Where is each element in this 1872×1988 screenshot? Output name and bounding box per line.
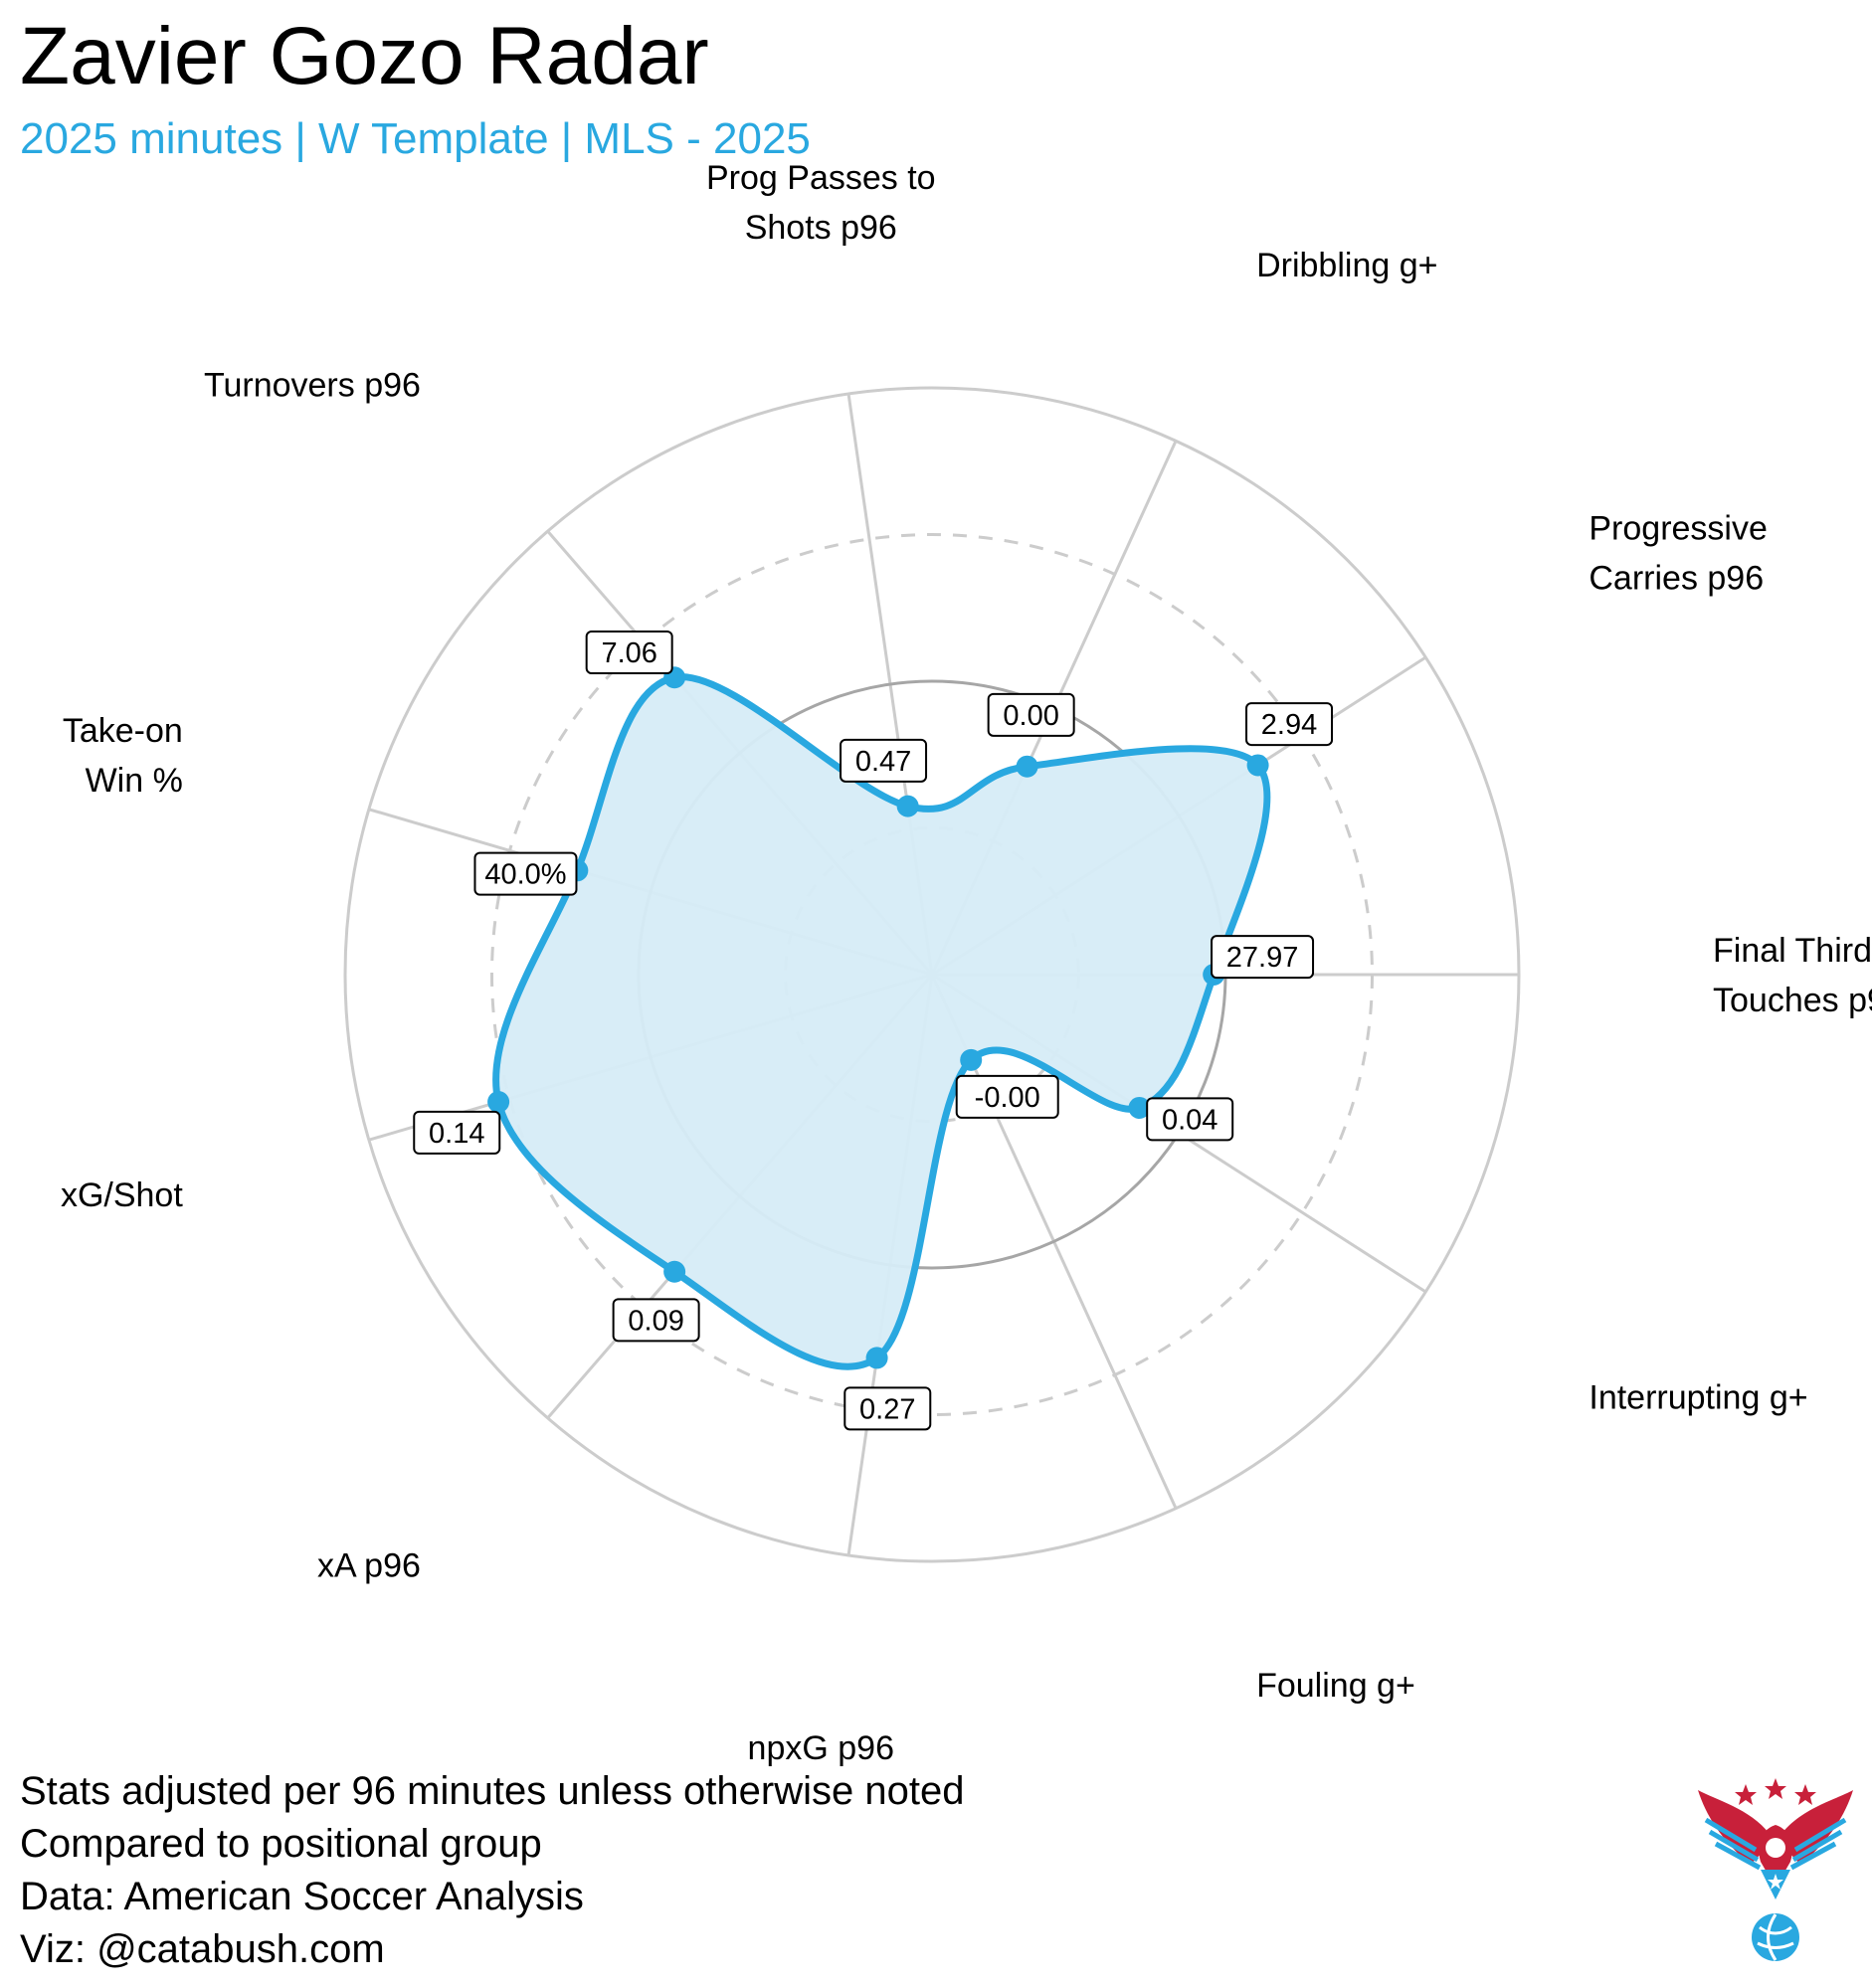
axis-label-line: Shots p96 [745, 209, 897, 247]
value-label-text: 2.94 [1261, 709, 1317, 741]
chart-subtitle: 2025 minutes | W Template | MLS - 2025 [20, 114, 811, 163]
footer-notes: Stats adjusted per 96 minutes unless oth… [20, 1765, 964, 1976]
radar-point [663, 1260, 686, 1283]
axis-label: Interrupting g+ [1589, 1378, 1807, 1416]
value-label-box [843, 1386, 932, 1431]
radar-point [896, 795, 919, 817]
radar-point [1128, 1096, 1151, 1119]
value-label-box [473, 851, 578, 896]
value-label-box [585, 631, 673, 675]
radar-area [495, 676, 1267, 1367]
value-label-box [1146, 1097, 1234, 1142]
axis-label-line: Final Third [1713, 932, 1872, 970]
value-label-text: 7.06 [601, 637, 656, 669]
value-label-box [840, 738, 928, 783]
value-label: 0.47 [840, 738, 928, 783]
soccer-ball-icon [1752, 1913, 1799, 1961]
star-icon [1765, 1778, 1786, 1799]
axis-label: Turnovers p96 [204, 367, 421, 405]
value-label-text: 27.97 [1226, 942, 1299, 974]
footer-note-per96: Stats adjusted per 96 minutes unless oth… [20, 1769, 965, 1813]
value-label-box [955, 1074, 1059, 1119]
value-label-text: 0.47 [855, 746, 911, 778]
chart-title: Zavier Gozo Radar [20, 11, 709, 101]
axis-label-line: xA p96 [317, 1546, 421, 1584]
radar-ring [490, 533, 1374, 1416]
radar-point [865, 1347, 888, 1369]
eagle-soccer-ball-logo [1698, 1778, 1853, 1961]
value-label-text: 0.04 [1162, 1104, 1217, 1136]
value-label: -0.00 [955, 1074, 1059, 1119]
value-label-box [413, 1110, 501, 1155]
value-label-box [1211, 935, 1315, 980]
axis-label: Final Third Touches p96 [1713, 932, 1872, 1019]
footer-note-viz-credit: Viz: @catabush.com [20, 1927, 385, 1971]
radar-point [1246, 754, 1269, 777]
axis-label: npxG p96 [748, 1729, 894, 1767]
axis-label-line: Fouling g+ [1256, 1667, 1415, 1705]
value-label: 0.09 [612, 1298, 700, 1343]
footer-note-data-source: Data: American Soccer Analysis [20, 1875, 584, 1918]
value-label-text: -0.00 [975, 1082, 1040, 1114]
value-label: 0.14 [413, 1110, 501, 1155]
value-label-box [987, 692, 1075, 737]
value-label-text: 40.0% [484, 859, 566, 891]
value-label: 0.04 [1146, 1097, 1234, 1142]
axis-label: xA p96 [317, 1546, 421, 1584]
value-label-text: 0.14 [429, 1118, 484, 1150]
axis-label: xG/Shot [61, 1176, 183, 1214]
axis-label-line: Carries p96 [1589, 560, 1764, 598]
axis-label-line: Turnovers p96 [204, 367, 421, 405]
axis-label: Progressive Carries p96 [1589, 510, 1768, 598]
axis-label: Dribbling g+ [1256, 247, 1437, 284]
axis-label-line: Dribbling g+ [1256, 247, 1437, 284]
axis-label-line: Interrupting g+ [1589, 1378, 1807, 1416]
value-label-text: 0.27 [859, 1393, 915, 1425]
axis-label-line: Win % [86, 762, 183, 800]
axis-label-line: Take-on [63, 712, 183, 750]
value-label-text: 0.09 [628, 1305, 683, 1337]
value-label-box [612, 1298, 700, 1343]
axis-label: Prog Passes to Shots p96 [706, 159, 936, 247]
radar-shape [487, 666, 1271, 1370]
radar-point [487, 1090, 510, 1113]
footer-note-comparison: Compared to positional group [20, 1822, 542, 1866]
value-label: 2.94 [1245, 702, 1334, 747]
star-icon [1794, 1784, 1816, 1805]
axis-label-line: Touches p96 [1713, 982, 1872, 1019]
radar-labels: 27.97 2.94 0.00 0.47 7.06 40.0% 0.14 0.09 0.27 -0… [61, 159, 1872, 1767]
axis-label: Take-on Win % [63, 712, 183, 800]
value-label: 0.27 [843, 1386, 932, 1431]
value-label-text: 0.00 [1003, 700, 1058, 732]
value-label: 40.0% [473, 851, 578, 896]
axis-label-line: Progressive [1589, 510, 1768, 548]
radar-ring [343, 386, 1521, 1563]
axis-label: Fouling g+ [1256, 1667, 1415, 1705]
radar-point [960, 1048, 983, 1071]
value-label: 7.06 [585, 631, 673, 675]
value-label: 27.97 [1211, 935, 1315, 980]
axis-label-line: npxG p96 [748, 1729, 894, 1767]
axis-label-line: Prog Passes to [706, 159, 936, 197]
radar-point [1016, 755, 1038, 778]
star-icon [1735, 1784, 1757, 1805]
axis-label-line: xG/Shot [61, 1176, 183, 1214]
value-label-box [1245, 702, 1334, 747]
value-label: 0.00 [987, 692, 1075, 737]
